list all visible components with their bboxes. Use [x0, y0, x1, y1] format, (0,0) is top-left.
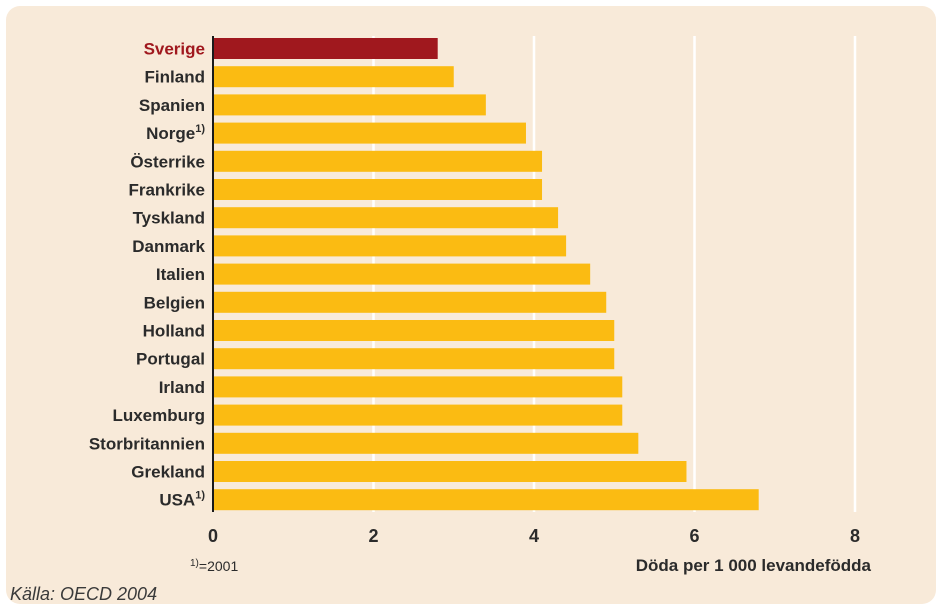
category-label: Österrike: [130, 152, 205, 171]
category-label: Luxemburg: [112, 406, 205, 425]
x-tick-label: 2: [368, 526, 378, 546]
bar: [214, 432, 639, 454]
bar: [214, 179, 543, 200]
category-label: Storbritannien: [89, 434, 205, 453]
x-tick-label: 4: [529, 526, 539, 546]
bar: [214, 404, 623, 426]
bar: [214, 461, 687, 482]
x-axis-label: Döda per 1 000 levandefödda: [636, 556, 872, 575]
x-tick-labels: 0 2 4 6 8: [208, 526, 860, 546]
category-labels: Sverige Finland Spanien Norge1) Österrike Fra…: [89, 40, 206, 510]
bar: [214, 235, 567, 257]
bar: [214, 150, 543, 172]
category-label: Norge1): [146, 123, 205, 143]
bar: [214, 207, 559, 229]
bar: [214, 320, 615, 341]
bar-layer: [214, 38, 759, 511]
category-label: Belgien: [144, 293, 205, 312]
category-label: Grekland: [131, 463, 205, 482]
bar: [214, 122, 526, 144]
category-label: Italien: [156, 265, 205, 284]
x-tick-label: 6: [689, 526, 699, 546]
category-label: Spanien: [139, 96, 205, 115]
category-label: USA1): [159, 490, 205, 510]
category-label: Danmark: [132, 237, 205, 256]
bar: [214, 291, 607, 313]
category-label: Finland: [145, 68, 205, 87]
bar: [214, 94, 486, 116]
footnote: 1)=2001: [190, 558, 238, 574]
bar: [214, 376, 623, 398]
x-tick-label: 8: [850, 526, 860, 546]
category-label: Holland: [143, 322, 205, 341]
bar: [214, 263, 591, 285]
bar: [214, 66, 454, 88]
x-tick-label: 0: [208, 526, 218, 546]
category-label: Sverige: [144, 40, 205, 59]
bar: [214, 489, 759, 511]
category-label: Tyskland: [133, 209, 205, 228]
bar: [214, 348, 615, 370]
bar: [214, 38, 438, 59]
category-label: Frankrike: [128, 181, 205, 200]
category-label: Irland: [159, 378, 205, 397]
category-label: Portugal: [136, 350, 205, 369]
source-note: Källa: OECD 2004: [10, 584, 157, 604]
